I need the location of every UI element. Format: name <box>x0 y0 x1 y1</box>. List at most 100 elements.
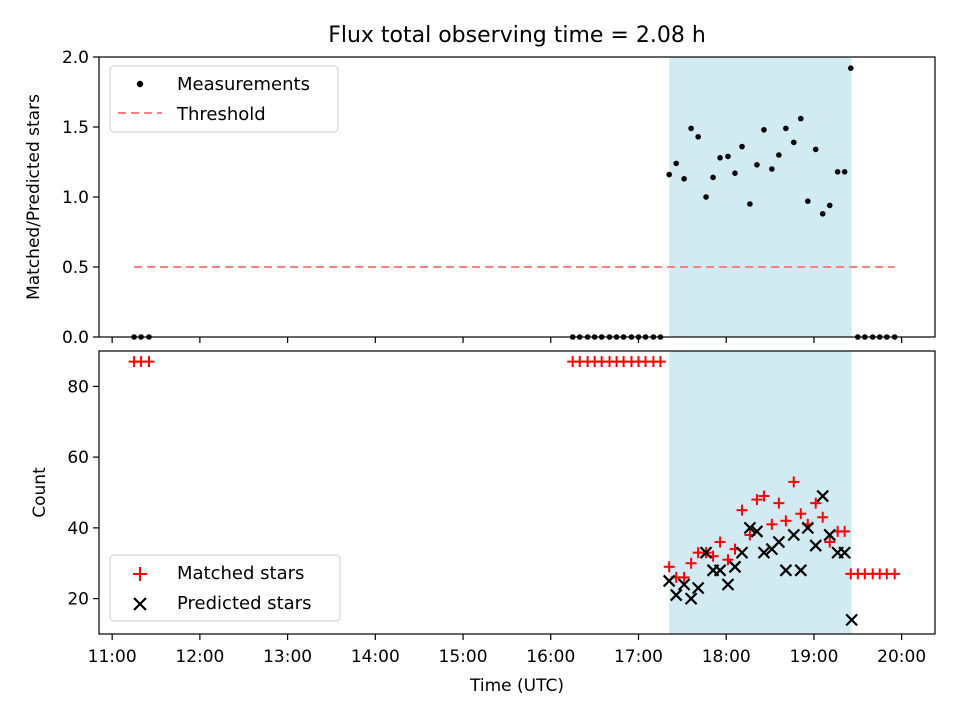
predicted-stars-legend-label: Predicted stars <box>177 593 311 614</box>
matched-star-point <box>143 356 155 368</box>
predicted-star-stroke-b <box>750 525 764 538</box>
bottom-x-tick-label: 13:00 <box>263 647 312 667</box>
matched-star-point <box>751 494 763 506</box>
predicted-star-point <box>713 564 727 577</box>
predicted-star-point <box>809 539 822 552</box>
predicted-star-point <box>677 578 691 591</box>
measurement-point <box>769 166 775 172</box>
predicted-star-stroke-b <box>662 574 676 588</box>
measurement-point <box>812 146 819 153</box>
bottom-y-tick-label: 60 <box>67 448 89 468</box>
top-y-axis: 0.0 0.5 1.0 1.5 2.0 <box>62 48 99 348</box>
top-x-ticks <box>111 337 903 343</box>
predicted-star-point <box>801 521 815 535</box>
bottom-legend: Matched stars Predicted stars <box>109 554 341 622</box>
predicted-star-stroke-b <box>787 528 801 542</box>
predicted-star-point <box>735 546 749 559</box>
measurement-point <box>747 201 753 207</box>
measurement-point <box>761 127 767 133</box>
predicted-star-stroke-b <box>801 521 815 535</box>
matched-star-point <box>758 490 770 502</box>
matched-star-point <box>795 508 807 520</box>
bottom-observing-window <box>669 351 852 634</box>
measurement-point <box>790 139 797 146</box>
bottom-y-tick-label: 40 <box>67 519 89 539</box>
predicted-stars-points <box>662 489 858 627</box>
matched-stars-points <box>128 356 901 583</box>
predicted-stars-legend-marker <box>133 597 147 611</box>
top-y-tick-label: 0.0 <box>62 328 89 348</box>
top-y-tick-label: 2.0 <box>62 48 89 68</box>
top-panel-axes: 0.0 0.5 1.0 1.5 2.0 Flux total observing tim… <box>24 23 936 348</box>
predicted-star-stroke-b <box>772 535 786 549</box>
predicted-star-stroke-b <box>735 546 749 559</box>
measurement-point <box>783 125 789 132</box>
matched-star-point <box>663 561 675 573</box>
measurement-point <box>725 153 731 160</box>
predicted-star-point <box>787 528 801 542</box>
measurement-point <box>754 162 760 168</box>
predicted-star-stroke-b <box>794 564 808 577</box>
predicted-star-point <box>757 546 771 559</box>
matched-star-point <box>889 568 901 580</box>
predicted-star-point <box>823 528 837 542</box>
predicted-star-point <box>728 560 742 574</box>
matched-stars-legend-label: Matched stars <box>177 563 304 584</box>
bottom-y-axis: 20 40 60 80 <box>67 377 99 610</box>
bottom-y-tick-label: 80 <box>67 377 89 397</box>
measurement-point <box>681 176 687 182</box>
threshold-legend-label: Threshold <box>176 104 266 125</box>
measurement-point <box>834 169 841 175</box>
measurement-point <box>695 134 701 140</box>
measurement-point <box>666 171 672 178</box>
measurement-point <box>703 194 709 200</box>
predicted-star-stroke-b <box>757 546 771 559</box>
predicted-star-stroke-b <box>713 564 727 577</box>
bottom-x-tick-label: 11:00 <box>88 647 137 667</box>
matched-star-point <box>722 554 734 566</box>
measurement-point <box>826 202 833 209</box>
predicted-star-stroke-b <box>838 546 851 559</box>
bottom-legend-box <box>109 554 341 622</box>
matched-star-point <box>788 476 800 488</box>
top-observing-window <box>669 57 852 337</box>
measurement-point <box>717 155 723 161</box>
predicted-star-stroke-b <box>816 489 829 503</box>
bottom-x-tick-label: 14:00 <box>351 647 400 667</box>
predicted-star-stroke-b <box>823 528 837 542</box>
measurement-point <box>710 174 716 181</box>
measurement-point <box>805 198 811 204</box>
top-y-axis-label: Matched/Predicted stars <box>24 94 44 300</box>
predicted-star-point <box>684 592 698 605</box>
measurement-point <box>732 170 738 176</box>
matched-star-point <box>780 515 792 527</box>
matched-star-point <box>824 536 836 548</box>
predicted-star-stroke-b <box>691 581 705 595</box>
bottom-x-tick-label: 16:00 <box>526 647 575 667</box>
predicted-star-point <box>845 613 858 627</box>
predicted-star-stroke-b <box>809 539 822 552</box>
matched-stars-legend-marker <box>133 567 147 581</box>
top-panel-frame <box>98 56 936 338</box>
chart-title: Flux total observing time = 2.08 h <box>328 23 706 48</box>
predicted-star-point <box>721 578 735 591</box>
matched-star-point <box>714 536 726 548</box>
predicted-star-point <box>794 564 808 577</box>
measurement-point <box>797 115 804 122</box>
measurement-point <box>739 143 745 150</box>
matched-star-point <box>810 497 822 509</box>
predicted-star-point <box>750 525 764 538</box>
measurement-point <box>673 160 680 167</box>
matched-star-point <box>654 356 666 368</box>
predicted-star-stroke-b <box>677 578 691 591</box>
bottom-x-tick-label: 15:00 <box>439 647 488 667</box>
predicted-star-point <box>816 489 829 503</box>
measurements-legend-marker <box>136 80 144 88</box>
matched-star-point <box>736 504 748 516</box>
bottom-y-axis-label: Count <box>30 467 50 518</box>
bottom-x-tick-label: 19:00 <box>789 647 838 667</box>
predicted-star-point <box>699 546 713 559</box>
predicted-star-stroke-b <box>699 546 713 559</box>
